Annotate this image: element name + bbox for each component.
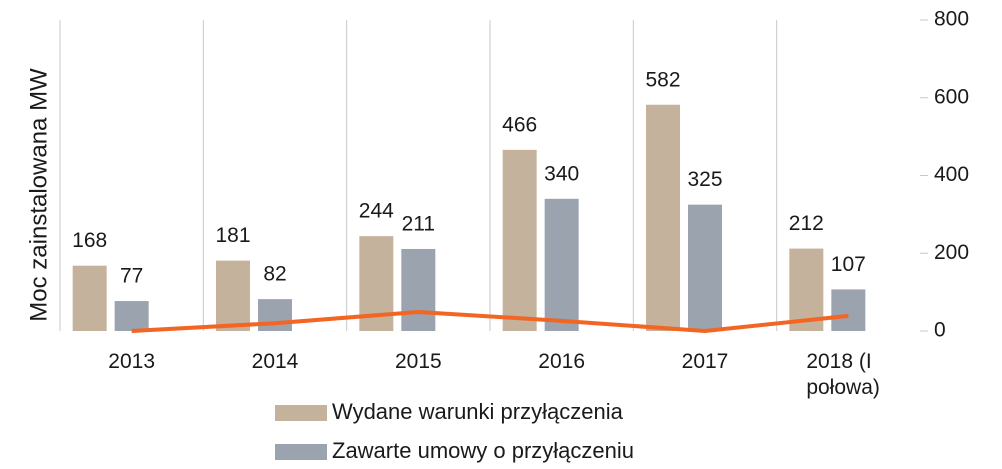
bar (688, 204, 722, 331)
bar (502, 149, 537, 331)
legend-label: Wydane warunki przyłączenia (332, 399, 624, 424)
line (131, 309, 849, 334)
x-tick-label: 2016 (538, 350, 586, 373)
data-label: 325 (687, 168, 722, 191)
x-tick-label: 2014 (251, 350, 299, 373)
bar (114, 301, 149, 331)
data-label: 77 (120, 265, 143, 288)
bar (544, 198, 579, 331)
x-tick-label: 2015 (394, 350, 442, 373)
legend-swatch (275, 405, 327, 421)
x-tick-label: 2017 (681, 350, 729, 373)
y-tick-label: 800 (934, 8, 969, 31)
data-label: 340 (544, 162, 579, 185)
data-label: 244 (359, 200, 394, 223)
bar (401, 248, 436, 331)
bar (216, 260, 250, 331)
data-label: 107 (831, 253, 866, 276)
bar (258, 299, 292, 331)
y-tick-label: 600 (934, 85, 969, 108)
y-tick-label: 0 (934, 319, 946, 342)
legend-label: Zawarte umowy o przyłączeniu (332, 438, 634, 463)
y-tick-label: 200 (934, 241, 969, 264)
data-label: 466 (502, 113, 537, 136)
x-tick-label: 2013 (108, 350, 156, 373)
bar (831, 289, 866, 331)
data-label: 82 (263, 263, 286, 286)
data-label: 582 (645, 68, 680, 91)
y-axis-label: Moc zainstalowana MW (25, 68, 52, 322)
data-label: 212 (789, 212, 824, 235)
bar (72, 265, 107, 331)
legend-swatch (275, 444, 327, 460)
bar (646, 104, 680, 331)
data-label: 168 (72, 229, 107, 252)
y-tick-label: 400 (934, 163, 969, 186)
x-tick-label: 2018 (I połowa) (806, 350, 880, 399)
data-label: 181 (215, 224, 250, 247)
data-label: 211 (402, 213, 435, 236)
